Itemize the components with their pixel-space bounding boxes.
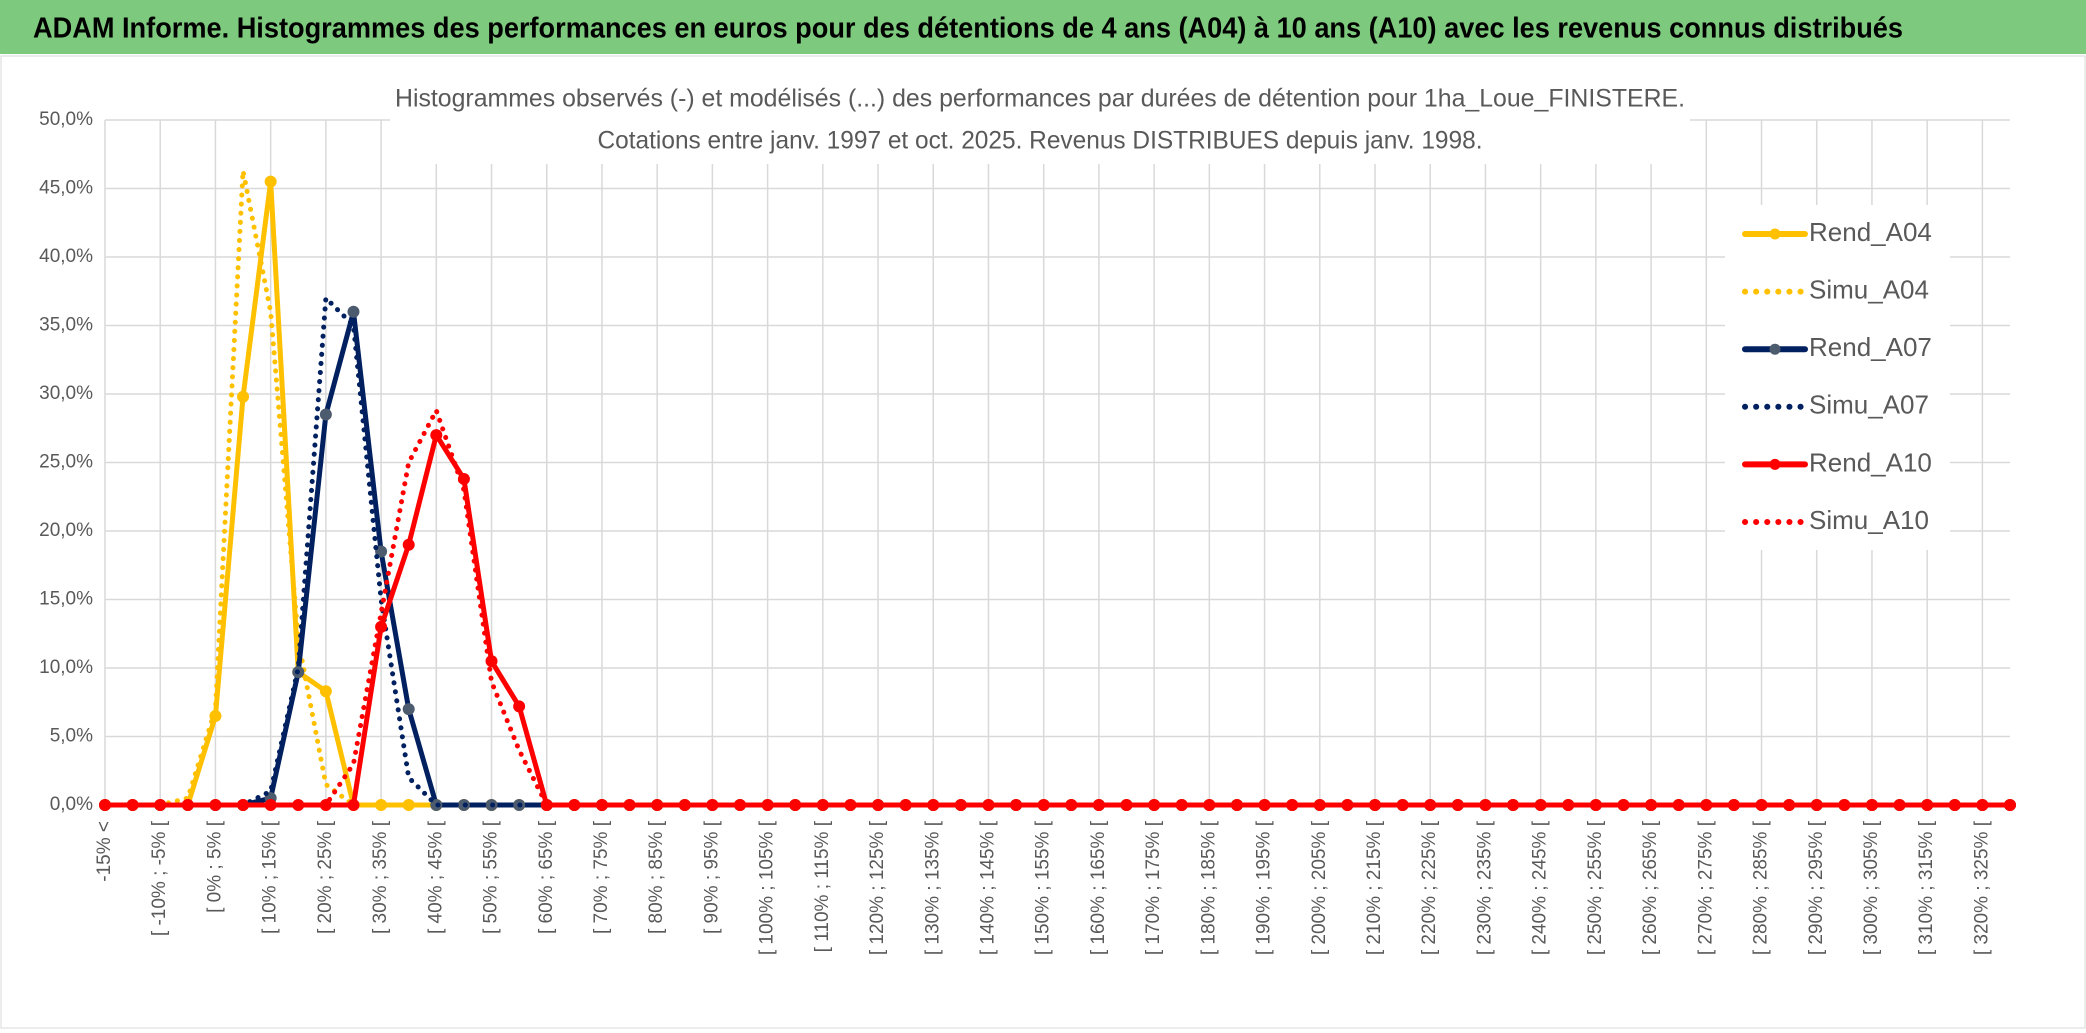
x-tick-label: [ 120% ; 125% [ — [867, 820, 888, 955]
y-tick-label: 25,0% — [39, 452, 93, 473]
data-point — [513, 700, 526, 713]
series-line — [102, 407, 2013, 808]
x-tick-label: [ 140% ; 145% [ — [977, 820, 998, 955]
x-tick-label: [ 220% ; 225% [ — [1419, 820, 1440, 955]
data-point — [375, 620, 388, 633]
x-tick-label: [ 150% ; 155% [ — [1033, 820, 1054, 955]
legend-background — [1725, 205, 1950, 550]
x-tick-label: [ 290% ; 295% [ — [1806, 820, 1827, 955]
y-tick-label: 10,0% — [39, 657, 93, 678]
chart-title: Histogrammes observés (-) et modélisés (… — [395, 85, 1685, 113]
x-tick-label: [ 320% ; 325% [ — [1971, 820, 1992, 955]
x-tick-label: [ -10% ; -5% [ — [149, 820, 170, 936]
header-title: ADAM Informe. Histogrammes des performan… — [33, 13, 1903, 45]
x-tick-label: [ 250% ; 255% [ — [1585, 820, 1606, 955]
data-point — [264, 175, 277, 188]
legend-marker — [1769, 458, 1781, 470]
legend-label: Rend_A10 — [1809, 447, 1932, 477]
y-tick-label: 0,0% — [50, 794, 93, 815]
x-tick-label: [ 230% ; 235% [ — [1474, 820, 1495, 955]
header-band — [0, 0, 2086, 54]
y-tick-label: 40,0% — [39, 246, 93, 267]
x-tick-label: [ 90% ; 95% [ — [701, 820, 722, 934]
legend-label: Simu_A07 — [1809, 390, 1929, 420]
data-point — [237, 390, 250, 403]
legend-marker — [1769, 343, 1781, 355]
data-point — [430, 429, 443, 442]
x-tick-label: [ 130% ; 135% [ — [922, 820, 943, 955]
x-tick-label: [ 160% ; 165% [ — [1088, 820, 1109, 955]
data-point — [402, 703, 415, 716]
x-tick-label: [ 100% ; 105% [ — [757, 820, 778, 955]
y-tick-label: 35,0% — [39, 315, 93, 336]
x-tick-label: [ 260% ; 265% [ — [1640, 820, 1661, 955]
data-point — [402, 538, 415, 551]
title-background — [390, 82, 1690, 164]
chart-subtitle: Cotations entre janv. 1997 et oct. 2025.… — [598, 127, 1483, 155]
y-tick-label: 30,0% — [39, 383, 93, 404]
x-tick-label: [ 30% ; 35% [ — [370, 820, 391, 934]
y-tick-label: 50,0% — [39, 109, 93, 130]
legend-marker — [1769, 228, 1781, 240]
x-tick-label: [ 0% ; 5% [ — [204, 820, 225, 913]
x-tick-label: [ 240% ; 245% [ — [1530, 820, 1551, 955]
legend-label: Simu_A04 — [1809, 274, 1929, 304]
x-tick-label: [ 60% ; 65% [ — [536, 820, 557, 934]
data-point — [319, 408, 332, 421]
x-tick-label: [ 50% ; 55% [ — [481, 820, 502, 934]
x-tick-label: [ 180% ; 185% [ — [1198, 820, 1219, 955]
data-point — [347, 305, 360, 318]
x-tick-label: [ 70% ; 75% [ — [591, 820, 612, 934]
x-tick-label: [ 270% ; 275% [ — [1695, 820, 1716, 955]
x-tick-label: [ 80% ; 85% [ — [646, 820, 667, 934]
x-tick-label: [ 190% ; 195% [ — [1254, 820, 1275, 955]
x-tick-label: [ 310% ; 315% [ — [1916, 820, 1937, 955]
y-tick-label: 15,0% — [39, 589, 93, 610]
y-tick-label: 5,0% — [50, 726, 93, 747]
x-tick-label: [ 210% ; 215% [ — [1364, 820, 1385, 955]
x-tick-label: [ 300% ; 305% [ — [1861, 820, 1882, 955]
legend-label: Rend_A07 — [1809, 332, 1932, 362]
y-tick-label: 45,0% — [39, 178, 93, 199]
x-tick-label: [ 20% ; 25% [ — [315, 820, 336, 934]
x-tick-label: [ 280% ; 285% [ — [1751, 820, 1772, 955]
x-tick-label: [ 200% ; 205% [ — [1309, 820, 1330, 955]
data-point — [319, 685, 332, 698]
x-tick-label: [ 110% ; 115% [ — [812, 820, 833, 952]
y-tick-label: 20,0% — [39, 520, 93, 541]
x-tick-label: -15% < — [94, 821, 115, 882]
legend-label: Simu_A10 — [1809, 505, 1929, 535]
x-tick-label: [ 10% ; 15% [ — [260, 820, 281, 934]
legend-label: Rend_A04 — [1809, 217, 1932, 247]
x-tick-label: [ 40% ; 45% [ — [425, 820, 446, 934]
data-point — [347, 799, 360, 811]
x-tick-label: [ 170% ; 175% [ — [1143, 820, 1164, 955]
data-point — [375, 545, 388, 558]
